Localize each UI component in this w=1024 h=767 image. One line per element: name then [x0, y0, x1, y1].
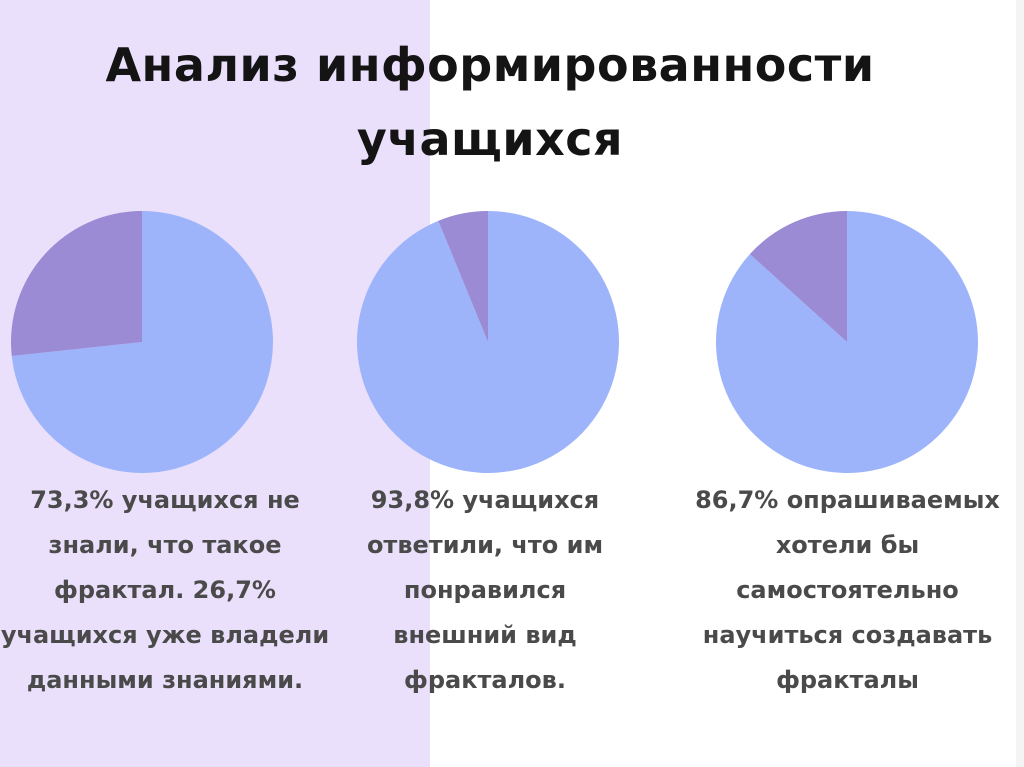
- pie-chart-3-svg: [716, 211, 978, 473]
- pie-chart-1-caption: 73,3% учащихся не знали, что такое фракт…: [0, 486, 330, 694]
- title-line-1: Анализ информированности: [105, 38, 875, 92]
- pie-1-slice-1: [11, 211, 274, 473]
- pie-2-slice-2: [438, 211, 488, 342]
- pie-chart-1-svg: [10, 211, 274, 473]
- right-edge-strip: [1016, 0, 1024, 767]
- pie-1-slice-2: [10, 211, 142, 356]
- title-line-2: учащихся: [356, 112, 624, 166]
- slide-title: Анализ информированности учащихся: [60, 28, 920, 176]
- pie-chart-1: [10, 210, 274, 474]
- pie-3-slice-2: [749, 211, 847, 342]
- pie-chart-3: [715, 210, 979, 474]
- pie-chart-2: [356, 210, 620, 474]
- pie-chart-3-caption: 86,7% опрашиваемых хотели бы самостоятел…: [695, 486, 1000, 694]
- pie-chart-2-caption: 93,8% учащихся ответили, что им понравил…: [366, 486, 604, 694]
- pie-chart-2-svg: [357, 211, 619, 473]
